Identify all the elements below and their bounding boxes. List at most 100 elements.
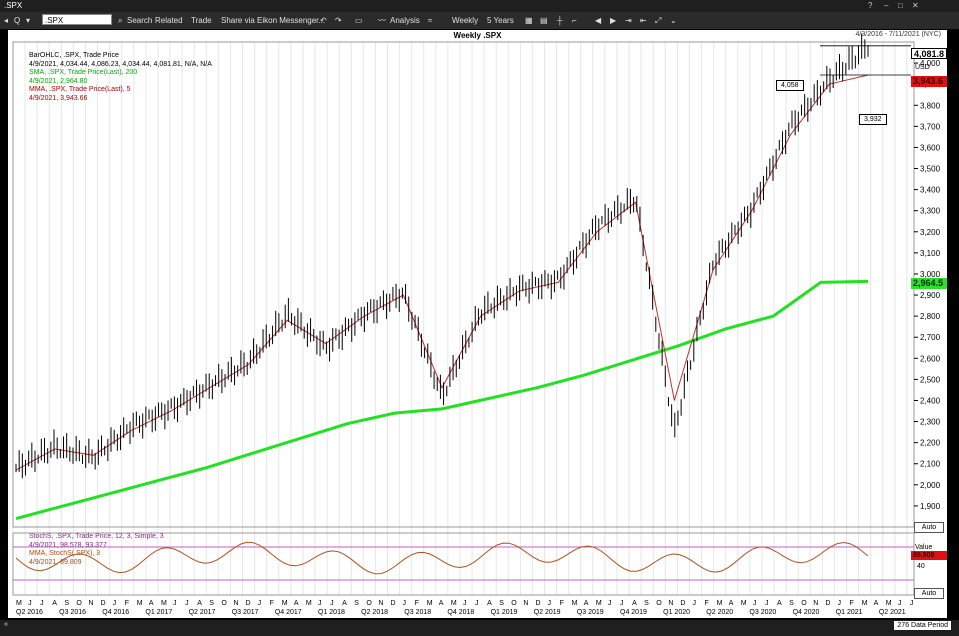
x-quarter-label: Q4 2016 [102,609,130,616]
x-quarter-label: Q2 2021 [878,609,906,616]
dropdown-icon[interactable]: ▾ [26,16,31,25]
zoom-in-icon[interactable]: ⇥ [625,16,632,25]
y-tick-label: 2,300 [920,418,941,427]
legend-stoch-mma-name: MMA, StochS(.SPX), 3 [29,550,101,557]
status-bar: « » 276 Data Period [0,620,959,636]
share-button[interactable]: Share via Eikon Messenger... [221,16,326,25]
help-icon[interactable]: ? [868,1,873,10]
y-tick-label: 2,800 [920,312,941,321]
x-quarter-label: Q2 2019 [533,609,561,616]
close-icon[interactable]: ✕ [912,1,919,10]
x-month-label: M [160,600,167,607]
y-tick-label: 3,300 [920,207,941,216]
more-icon[interactable]: ⌄ [670,16,677,25]
x-month-label: F [559,600,564,607]
x-month-label: N [813,600,819,607]
callout-low[interactable]: 3,932 [859,114,887,125]
ric-input[interactable]: .SPX [42,14,112,25]
x-month-label: M [136,600,143,607]
legend-stoch-mma-value: 4/9/2021, 89.809 [29,558,82,566]
minimize-icon[interactable]: – [884,1,889,10]
back-icon[interactable]: ◂ [4,16,9,25]
x-month-label: M [571,600,578,607]
auto-scale-lower-button[interactable]: Auto [914,588,944,599]
x-month-label: O [801,600,807,607]
x-month-label: J [318,600,322,607]
x-month-label: A [487,600,492,607]
callout-high[interactable]: 4,058 [776,80,804,91]
y-tick-label: 3,700 [920,122,941,131]
analysis-menu[interactable]: Analysis [390,16,420,25]
search-button[interactable]: Search [127,16,153,25]
mma-5-line [15,74,869,471]
x-month-label: J [185,600,189,607]
x-quarter-label: Q3 2016 [59,609,86,616]
x-month-label: M [595,600,602,607]
scroll-right-icon[interactable]: ▶ [610,16,617,25]
analysis-icon[interactable]: 〰 [378,16,386,25]
sma-200-line [15,279,869,521]
x-month-label: F [269,600,274,607]
x-month-label: J [28,600,32,607]
x-month-label: M [740,600,747,607]
y-tick-label: 2,000 [920,481,941,490]
auto-scale-button[interactable]: Auto [914,522,944,533]
x-month-label: S [789,600,794,607]
y-tick-label: 2,900 [920,291,941,300]
price-legend: BarOHLC, .SPX, Trade Price 4/9/2021, 4,0… [29,52,212,103]
chart-type-icon[interactable]: ▦ [525,16,533,25]
maximize-icon[interactable]: □ [898,1,903,10]
range-dropdown[interactable]: 5 Years [487,16,514,25]
scroll-left-arrow-icon[interactable]: « [4,621,8,628]
y-tick-label: 3,100 [920,249,941,258]
zoom-out-icon[interactable]: ⇤ [640,16,647,25]
legend-stoch-value: 4/9/2021, 98.578, 93.377 [29,541,107,549]
crosshair-icon[interactable]: ┼ [557,16,563,25]
scroll-left-icon[interactable]: ◀ [595,16,602,25]
draw-icon[interactable]: ⌐ [572,16,577,25]
x-month-label: J [692,600,696,607]
window-title-bar: .SPX ? – □ ✕ [0,0,959,12]
x-month-label: M [885,600,892,607]
legend-mma-value: 4/9/2021, 3,943.66 [29,94,88,102]
y-tick-label: 2,500 [920,375,941,384]
redo-icon[interactable]: ↷ [335,16,342,25]
x-month-label: M [450,600,457,607]
x-month-label: D [390,600,396,607]
x-month-label: F [414,600,419,607]
chart-canvas[interactable]: 4,0003,9003,8003,7003,6003,5003,4003,300… [8,30,947,618]
interval-dropdown[interactable]: Weekly [452,16,479,25]
x-month-label: N [88,600,94,607]
y-tick-label: 3,500 [920,165,941,174]
undo-icon[interactable]: ↶ [320,16,327,25]
x-month-label: N [668,600,674,607]
x-month-label: J [330,600,334,607]
x-quarter-label: Q2 2020 [706,609,734,616]
folder-icon[interactable]: ▭ [355,16,363,25]
x-month-label: D [535,600,541,607]
line-chart-icon[interactable]: ▤ [540,16,548,25]
x-month-label: S [64,600,69,607]
x-month-label: A [583,600,589,607]
chart-pane[interactable]: 4,0003,9003,8003,7003,6003,5003,4003,300… [8,30,947,618]
x-month-label: J [112,600,117,607]
x-month-label: A [438,600,444,607]
search-mode-icon[interactable]: Q [14,16,21,25]
x-month-label: M [426,600,433,607]
x-month-label: S [499,600,504,607]
x-quarter-label: Q4 2017 [274,609,302,616]
trade-menu[interactable]: Trade [191,16,212,25]
search-icon[interactable]: ⌕ [118,16,123,25]
y-tick-label: 2,200 [920,439,941,448]
chart-title: Weekly .SPX [453,31,502,40]
interval-icon[interactable]: ≈ [428,16,433,25]
data-period: 276 Data Period [894,621,951,630]
mma-price-badge: 3,943.6 [911,76,947,87]
x-month-label: N [523,600,529,607]
related-menu[interactable]: Related [155,16,183,25]
x-month-label: M [716,600,723,607]
x-month-label: J [402,600,407,607]
x-month-label: J [620,600,624,607]
fit-icon[interactable]: ⤢ [655,16,662,25]
